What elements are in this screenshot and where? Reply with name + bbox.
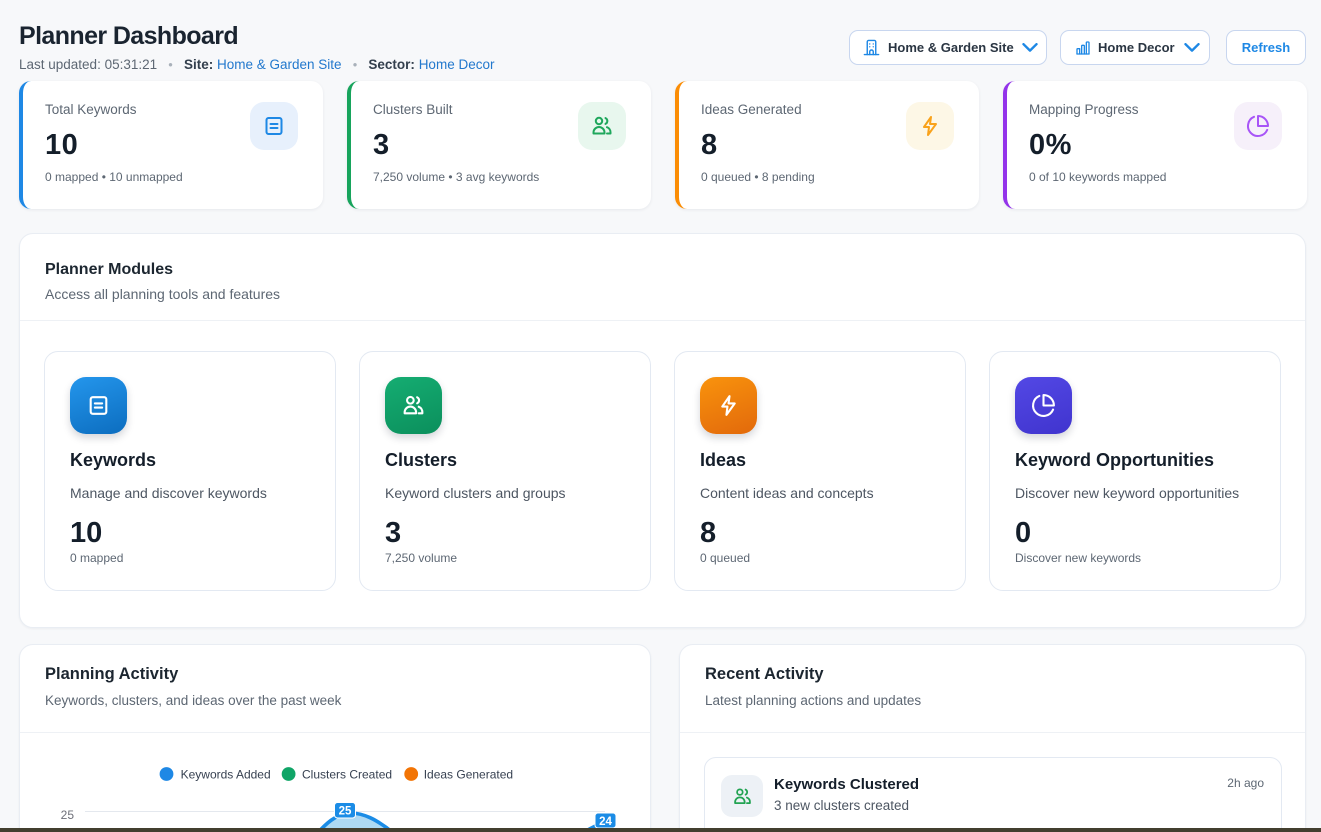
svg-text:Clusters Created: Clusters Created xyxy=(302,768,392,782)
svg-text:Keywords Added: Keywords Added xyxy=(181,768,271,782)
svg-text:24: 24 xyxy=(599,816,612,828)
svg-text:25: 25 xyxy=(339,806,352,818)
svg-text:25: 25 xyxy=(61,808,75,822)
svg-text:Ideas Generated: Ideas Generated xyxy=(424,768,513,782)
